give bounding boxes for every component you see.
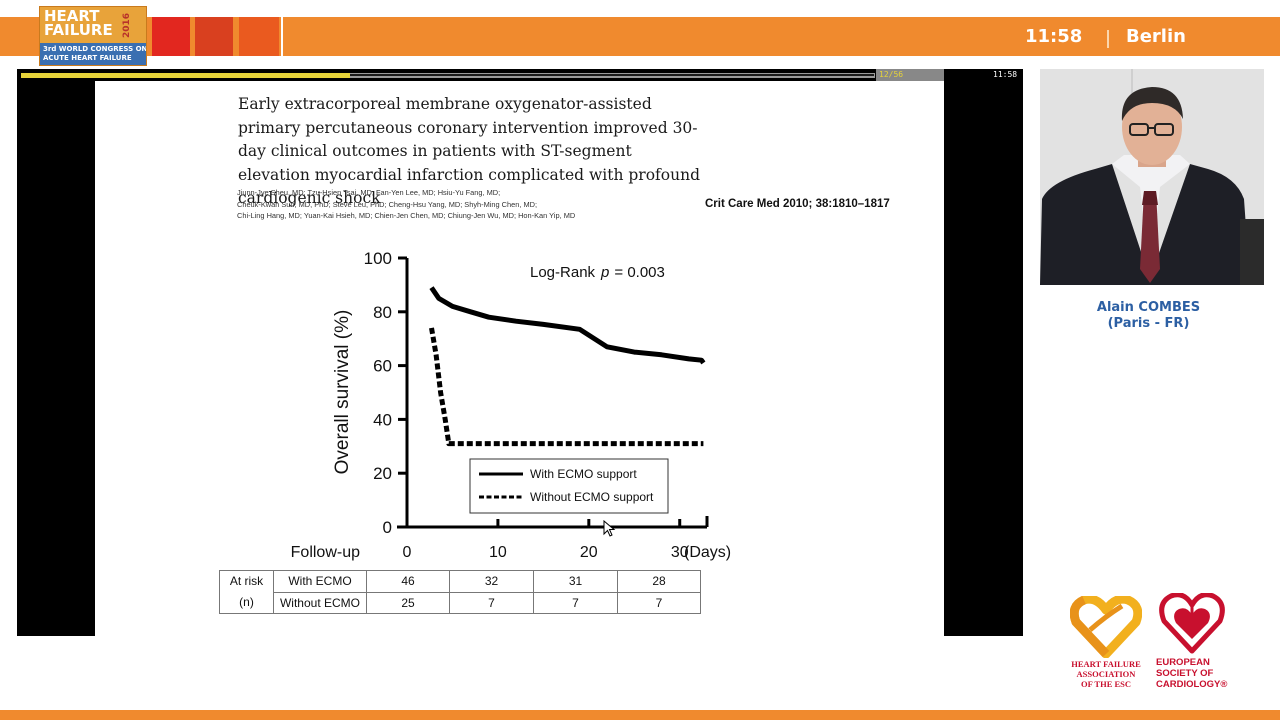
esc-line: EUROPEAN	[1156, 657, 1210, 668]
esc-line: CARDIOLOGY®	[1156, 679, 1228, 690]
y-tick-label: 40	[373, 410, 392, 429]
header-clock: 11:58	[1025, 26, 1083, 47]
at-risk-header-line: At risk	[229, 574, 264, 588]
header-square-orange	[239, 17, 279, 56]
video-time: 11:58	[993, 70, 1018, 79]
slide-counter: 12/56	[876, 69, 944, 81]
x-tick-label: 30	[671, 544, 689, 561]
logo-line1: HEART	[44, 7, 100, 25]
y-tick-label: 60	[373, 357, 392, 376]
row-label: Without ECMO	[273, 591, 367, 614]
mouse-cursor-icon	[603, 520, 616, 537]
logo-line2: FAILURE	[44, 21, 113, 39]
series-without-ecmo-line	[429, 327, 704, 447]
esc-wordmark: EUROPEAN SOCIETY OF CARDIOLOGY®	[1156, 657, 1238, 690]
paper-authors: Jiunn-Jye Sheu, MD; Tzu-Hsien Tsai, MD; …	[237, 187, 707, 222]
y-axis-label: Overall survival (%)	[332, 310, 353, 475]
series-with-ecmo-line	[429, 286, 706, 365]
progress-fill	[21, 73, 350, 78]
logrank-annotation: Log-Rank p = 0.003	[530, 264, 665, 281]
paper-title: Early extracorporeal membrane oxygenator…	[238, 95, 700, 207]
y-tick-label: 80	[373, 303, 392, 322]
table-cell: 7	[449, 591, 534, 614]
slide-canvas	[95, 81, 944, 636]
logo-line3: 3rd WORLD CONGRESS ON	[43, 45, 147, 53]
logrank-p: p	[600, 264, 609, 281]
at-risk-header-line: (n)	[239, 595, 254, 609]
table-cell: 46	[366, 570, 450, 593]
speaker-portrait	[1040, 69, 1264, 285]
at-risk-header: At risk (n)	[219, 570, 274, 614]
esc-line: SOCIETY OF	[1156, 668, 1214, 679]
header-square-red	[152, 17, 190, 56]
table-cell: 31	[533, 570, 618, 593]
hfa-line: HEART FAILURE	[1071, 659, 1141, 669]
y-tick-label: 100	[364, 249, 392, 268]
congress-logo: HEART FAILURE 2016 3rd WORLD CONGRESS ON…	[39, 6, 147, 66]
hfa-heart-logo	[1070, 596, 1142, 658]
authors-line: Chi-Ling Hang, MD; Yuan-Kai Hsieh, MD; C…	[237, 211, 576, 221]
header-square-darkorange	[195, 17, 233, 56]
table-cell: 7	[617, 591, 701, 614]
speaker-name: Alain COMBES	[1096, 300, 1201, 315]
header-city: Berlin	[1126, 26, 1186, 47]
progress-track	[350, 74, 874, 76]
authors-line: Cheuk-Kwan Sun, MD, PhD; Steve Leu, PhD;…	[237, 199, 538, 209]
y-tick-label: 20	[373, 464, 392, 483]
logo-subband	[40, 43, 146, 65]
table-cell: 32	[449, 570, 534, 593]
logrank-value: = 0.003	[614, 264, 664, 281]
logo-line4: ACUTE HEART FAILURE	[43, 54, 132, 62]
x-tick-label: 20	[580, 544, 598, 561]
footer-band	[0, 710, 1280, 720]
hfa-line: OF THE ESC	[1080, 679, 1132, 689]
authors-line: Jiunn-Jye Sheu, MD; Tzu-Hsien Tsai, MD; …	[237, 188, 501, 197]
y-tick-label: 0	[383, 518, 392, 537]
hfa-wordmark: HEART FAILURE ASSOCIATION OF THE ESC	[1070, 659, 1142, 689]
legend-with-ecmo: With ECMO support	[530, 467, 637, 481]
header-separator	[1107, 30, 1109, 48]
table-cell: 28	[617, 570, 701, 593]
table-cell: 25	[366, 591, 450, 614]
chart-legend: With ECMO support Without ECMO support	[469, 458, 669, 514]
row-label: With ECMO	[273, 570, 367, 593]
x-axis-label: Follow-up	[291, 544, 360, 561]
journal-citation: Crit Care Med 2010; 38:1810–1817	[705, 198, 890, 210]
speaker-video	[1040, 69, 1264, 285]
x-tick-label: 10	[489, 544, 507, 561]
hfa-line: ASSOCIATION	[1076, 669, 1136, 679]
header-divider	[281, 17, 283, 56]
esc-heart-logo	[1159, 593, 1225, 654]
x-tick-label: 0	[403, 544, 412, 561]
legend-without-ecmo: Without ECMO support	[530, 490, 654, 504]
logrank-label: Log-Rank	[530, 264, 596, 281]
x-axis-unit: (Days)	[684, 544, 731, 561]
speaker-affiliation: (Paris - FR)	[1107, 316, 1190, 331]
at-risk-table: At risk (n) With ECMO 46 32 31 28 Withou…	[219, 570, 701, 614]
table-cell: 7	[533, 591, 618, 614]
